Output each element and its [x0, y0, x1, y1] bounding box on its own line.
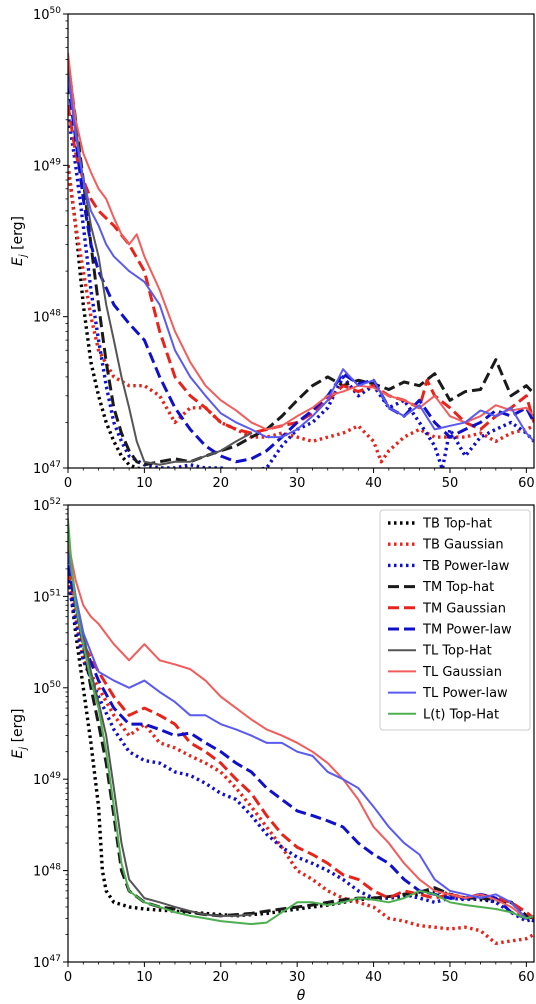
axes-frame	[67, 13, 535, 469]
x-tick-label: 30	[289, 476, 306, 491]
series-line-tl-power-law	[68, 73, 534, 443]
x-tick-label: 0	[64, 970, 72, 985]
y-axis-label: Ej [erg]	[10, 708, 29, 758]
legend-entry: TM Top-hat	[388, 580, 494, 595]
legend-label: TL Gaussian	[422, 665, 502, 680]
legend-label: TL Power-law	[422, 686, 508, 701]
legend-entry: TM Gaussian	[388, 601, 506, 616]
legend-entry: TL Top-Hat	[388, 644, 492, 659]
y-tick-label: 1047	[33, 460, 61, 477]
legend-entry: TB Power-law	[388, 559, 510, 574]
y-tick-label: 1048	[33, 863, 61, 880]
x-tick-label: 20	[213, 476, 230, 491]
legend-entry: TL Power-law	[388, 686, 508, 701]
legend-entry: TL Gaussian	[388, 665, 502, 680]
legend-entry: TM Power-law	[388, 623, 512, 638]
series-line-tl-top-hat	[68, 65, 253, 466]
y-axis-label: Ej [erg]	[10, 216, 29, 266]
y-tick-label: 1050	[33, 6, 61, 23]
series-line-tb-power-law	[68, 113, 534, 468]
legend-label: TM Gaussian	[422, 601, 506, 616]
series-line-tb-gaussian	[68, 165, 534, 464]
x-axis-label: θ	[297, 988, 306, 1004]
x-tick-label: 60	[518, 970, 535, 985]
plot-area	[68, 52, 534, 468]
legend-label: TM Top-hat	[422, 580, 494, 595]
legend-entry: TB Top-hat	[388, 517, 492, 532]
series-line-tl-gaussian	[68, 540, 534, 920]
series-line-tb-gaussian	[68, 572, 534, 946]
x-tick-label: 10	[136, 970, 153, 985]
x-tick-label: 50	[442, 476, 459, 491]
legend-box	[379, 509, 531, 731]
y-tick-label: 1048	[33, 309, 61, 326]
x-tick-label: 60	[518, 476, 535, 491]
y-tick-label: 1051	[33, 588, 61, 605]
axes-frame	[67, 504, 535, 963]
legend-entry: L(t) Top-Hat	[388, 707, 499, 722]
series-line-l-t-top-hat	[68, 518, 534, 926]
series-line-tl-power-law	[68, 551, 534, 920]
legend-label: TB Power-law	[422, 559, 510, 574]
x-tick-label: 50	[442, 970, 459, 985]
y-tick-label: 1047	[33, 954, 61, 971]
legend-label: TM Power-law	[422, 623, 512, 638]
plot-area	[68, 518, 534, 946]
y-tick-label: 1052	[33, 497, 61, 514]
legend-label: TB Top-hat	[422, 517, 492, 532]
y-tick-label: 1050	[33, 680, 61, 697]
series-line-tl-top-hat	[68, 545, 253, 917]
x-tick-label: 30	[289, 970, 306, 985]
bottom-panel: 0 10 20 30 40 50 60 1047 1048 1049 1050 1051 1052 Ej …	[10, 497, 535, 1004]
x-tick-label: 40	[365, 970, 382, 985]
series-line-tm-power-law	[68, 564, 534, 923]
series-line-tm-power-law	[68, 82, 534, 464]
legend-entry: TB Gaussian	[388, 538, 504, 553]
legend: TB Top-hat TB Gaussian TB Power-law TM Top-…	[379, 509, 531, 731]
y-tick-label: 1049	[33, 771, 61, 788]
legend-label: TB Gaussian	[422, 538, 504, 553]
x-tick-label: 20	[213, 970, 230, 985]
x-tick-label: 0	[64, 476, 72, 491]
top-panel: 0 10 20 30 40 50 60 1047 1048 1049 1050 Ej [erg]	[10, 6, 535, 491]
y-tick-label: 1049	[33, 157, 61, 174]
legend-label: TL Top-Hat	[422, 644, 492, 659]
x-tick-label: 40	[365, 476, 382, 491]
series-line-tb-top-hat	[68, 165, 145, 468]
x-tick-label: 10	[136, 476, 153, 491]
series-line-tl-gaussian	[68, 52, 534, 431]
legend-label: L(t) Top-Hat	[423, 707, 499, 722]
